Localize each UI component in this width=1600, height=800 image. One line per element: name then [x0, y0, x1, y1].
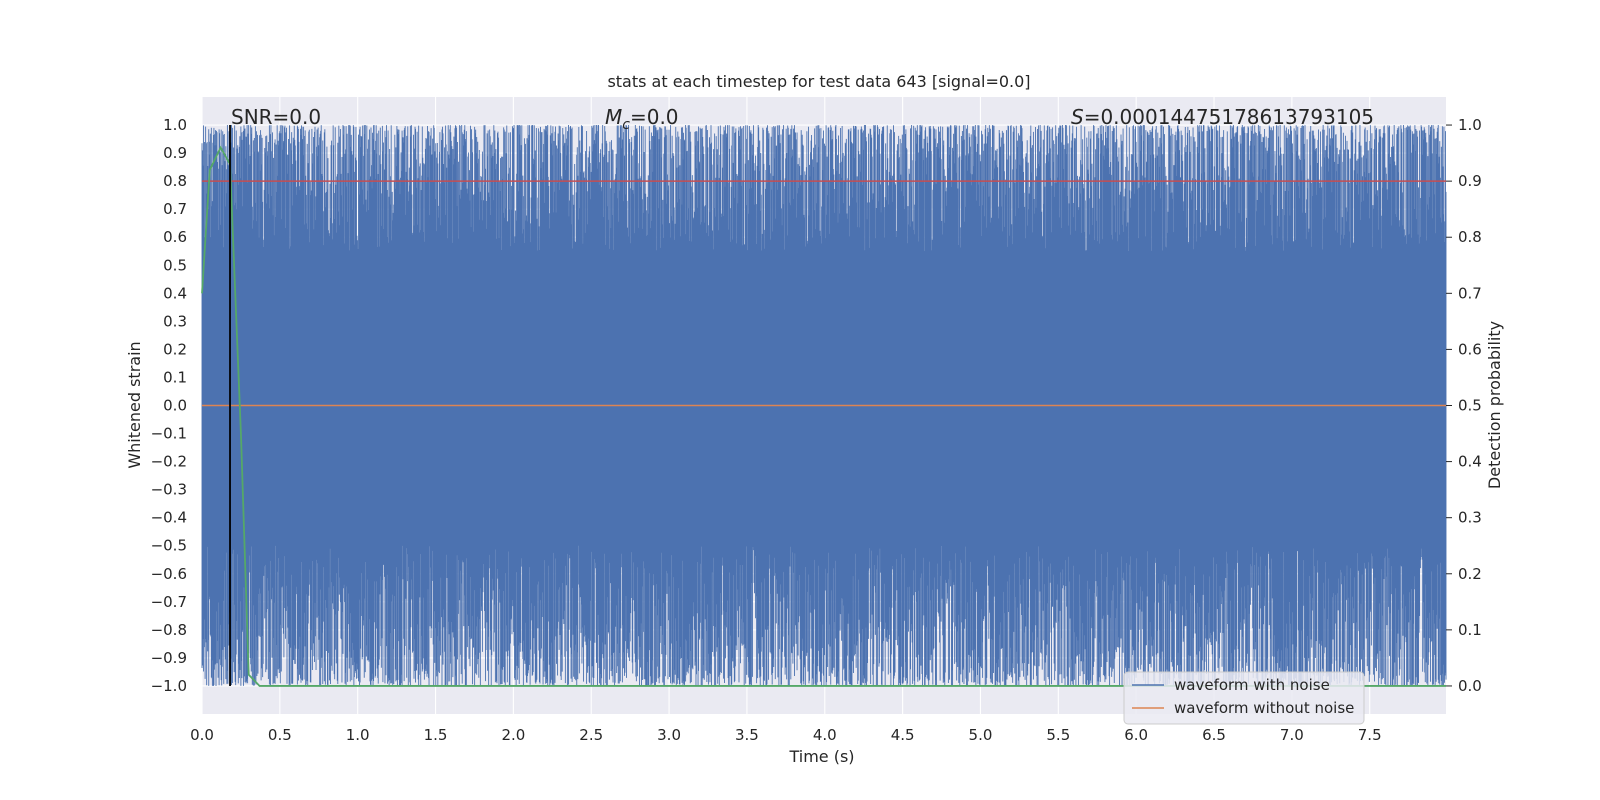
x-tick-label: 2.0: [501, 726, 525, 744]
x-tick-label: 6.0: [1124, 726, 1148, 744]
x-tick-label: 3.0: [657, 726, 681, 744]
y-left-tick-label: 0.2: [163, 340, 187, 358]
x-tick-label: 7.5: [1358, 726, 1382, 744]
legend-entry-clean: waveform without noise: [1174, 699, 1354, 717]
x-tick-label: 1.0: [346, 726, 370, 744]
y-left-tick-label: −0.6: [151, 565, 187, 583]
x-axis-label: Time (s): [788, 747, 854, 766]
y-right-axis-ticks: 1.0 0.9 0.8 0.7 0.6 0.5 0.4 0.3 0.2 0.1 0.0: [1446, 116, 1482, 695]
y-left-tick-label: 1.0: [163, 116, 187, 134]
y-right-tick-label: 0.5: [1458, 397, 1482, 415]
y-left-tick-label: 0.1: [163, 368, 187, 386]
y-left-tick-label: −0.9: [151, 649, 187, 667]
snr-annotation: SNR=0.0: [231, 105, 321, 129]
x-tick-label: 1.5: [424, 726, 448, 744]
y-right-tick-label: 0.2: [1458, 565, 1482, 583]
y-left-tick-label: 0.0: [163, 397, 187, 415]
y-left-tick-label: 0.3: [163, 312, 187, 330]
chart-title: stats at each timestep for test data 643…: [607, 72, 1030, 91]
y-left-tick-label: −0.3: [151, 481, 187, 499]
x-tick-label: 2.5: [579, 726, 603, 744]
y-left-tick-label: −0.5: [151, 537, 187, 555]
y-right-tick-label: 0.1: [1458, 621, 1482, 639]
y-right-tick-label: 0.8: [1458, 228, 1482, 246]
detection-probability-line: [201, 145, 1446, 687]
x-tick-label: 0.0: [190, 726, 214, 744]
noise-waveform-series: [201, 125, 1447, 686]
y-right-axis-label: Detection probability: [1485, 321, 1504, 489]
y-right-tick-label: 1.0: [1458, 116, 1482, 134]
x-tick-label: 6.5: [1202, 726, 1226, 744]
y-left-tick-label: −1.0: [151, 677, 187, 695]
y-left-tick-label: 0.7: [163, 200, 187, 218]
y-left-tick-label: 0.8: [163, 172, 187, 190]
y-left-tick-label: 0.5: [163, 256, 187, 274]
x-axis-ticks: 0.0 0.5 1.0 1.5 2.0 2.5 3.0 3.5 4.0 4.5 5.0 5.5 6.0 6…: [190, 726, 1382, 744]
x-tick-label: 3.5: [735, 726, 759, 744]
y-left-tick-label: −0.1: [151, 425, 187, 443]
y-left-axis-label: Whitened strain: [125, 341, 144, 468]
legend-entry-noise: waveform with noise: [1174, 676, 1330, 694]
x-tick-label: 7.0: [1280, 726, 1304, 744]
statistic-annotation: S=0.00014475178613793105: [1071, 105, 1374, 129]
y-left-tick-label: 0.9: [163, 144, 187, 162]
y-left-tick-label: 0.6: [163, 228, 187, 246]
x-tick-label: 5.0: [969, 726, 993, 744]
y-left-tick-label: −0.4: [151, 509, 187, 527]
legend: waveform with noise waveform without noi…: [1123, 671, 1365, 725]
y-left-tick-label: −0.7: [151, 593, 187, 611]
y-left-axis-ticks: 1.0 0.9 0.8 0.7 0.6 0.5 0.4 0.3 0.2 0.1 0.0 −0.1 −0.…: [151, 116, 187, 695]
y-right-tick-label: 0.3: [1458, 509, 1482, 527]
y-right-tick-label: 0.7: [1458, 284, 1482, 302]
legend-box: [1123, 671, 1365, 725]
y-left-tick-label: 0.4: [163, 284, 187, 302]
y-right-tick-label: 0.6: [1458, 340, 1482, 358]
y-left-tick-label: −0.2: [151, 453, 187, 471]
y-right-tick-label: 0.4: [1458, 453, 1482, 471]
y-right-tick-label: 0.9: [1458, 172, 1482, 190]
x-tick-label: 5.5: [1046, 726, 1070, 744]
x-tick-label: 4.5: [891, 726, 915, 744]
x-tick-label: 4.0: [813, 726, 837, 744]
y-right-tick-label: 0.0: [1458, 677, 1482, 695]
y-left-tick-label: −0.8: [151, 621, 187, 639]
x-tick-label: 0.5: [268, 726, 292, 744]
chirp-mass-annotation: Mc=0.0: [605, 105, 679, 133]
